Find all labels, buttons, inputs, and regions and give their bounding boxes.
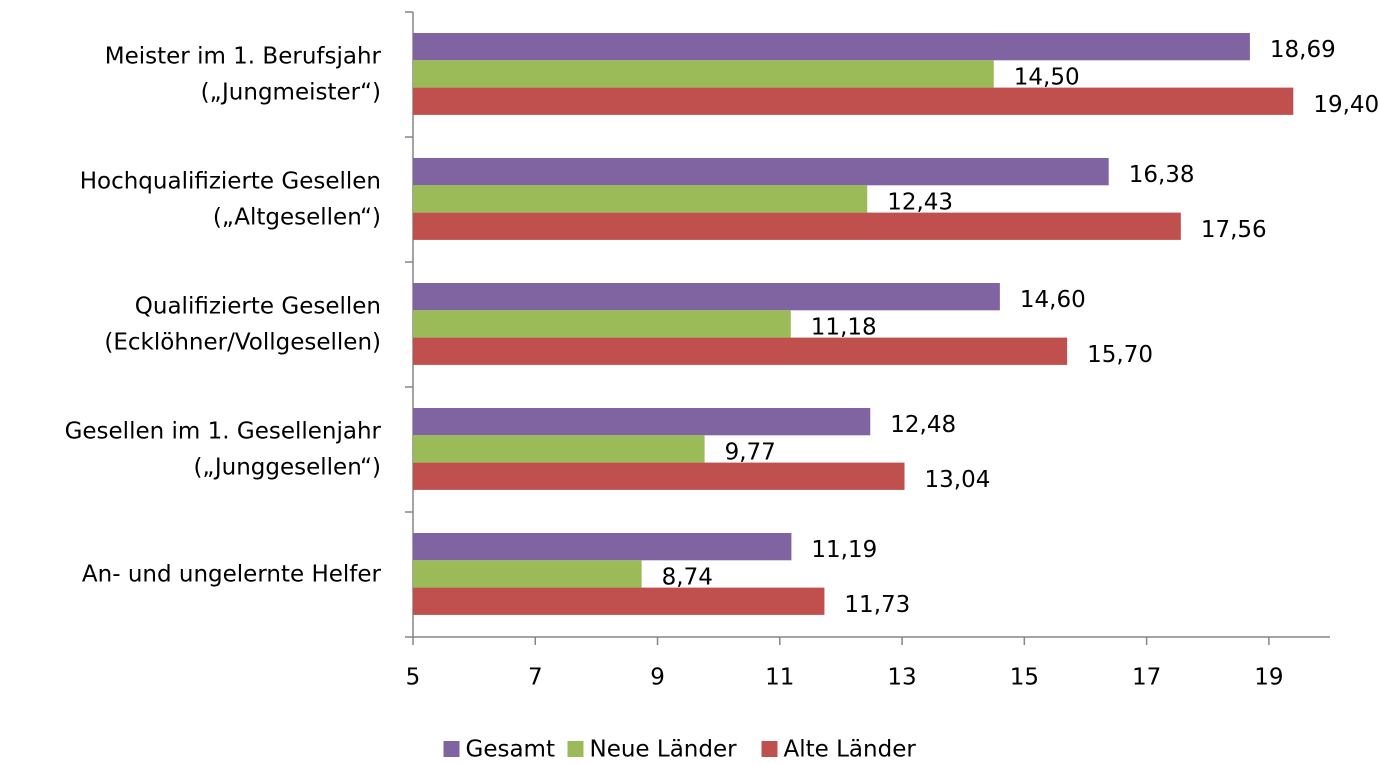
bar [413, 33, 1250, 61]
category-label: Meister im 1. Berufsjahr („Jungmeister“) [105, 43, 382, 105]
legend-label: Neue Länder [590, 737, 738, 763]
bar [413, 408, 871, 436]
bar [413, 185, 868, 213]
value-label: 19,40 [1313, 92, 1379, 118]
bar [413, 533, 792, 561]
category-label-line: (Ecklöhner/Vollgesellen) [104, 329, 381, 355]
category-label-line: Meister im 1. Berufsjahr [105, 43, 382, 69]
value-label: 14,50 [1014, 64, 1080, 90]
value-label: 11,19 [811, 537, 877, 563]
category-label: Qualifizierte Gesellen (Ecklöhner/Vollges… [104, 293, 381, 355]
category-label: Gesellen im 1. Gesellenjahr („Junggeselle… [65, 418, 382, 480]
bar [413, 587, 825, 615]
x-tick-label: 15 [1010, 665, 1039, 691]
x-tick-label: 11 [765, 665, 794, 691]
x-tick-label: 19 [1254, 665, 1283, 691]
value-label: 12,48 [890, 412, 956, 438]
value-label: 11,18 [811, 314, 877, 340]
x-tick-label: 13 [887, 665, 916, 691]
bar [413, 283, 1000, 311]
bar [413, 337, 1068, 365]
bar [413, 560, 642, 588]
bar [413, 87, 1294, 115]
value-label: 14,60 [1020, 287, 1086, 313]
x-tick-label: 9 [650, 665, 665, 691]
category-label-line: („Altgesellen“) [213, 204, 381, 230]
x-tick-label: 7 [528, 665, 543, 691]
bar [413, 158, 1109, 186]
value-label: 17,56 [1201, 217, 1267, 243]
category-label: An- und ungelernte Helfer [82, 561, 382, 587]
category-label-line: („Junggesellen“) [193, 454, 381, 480]
legend-label: Alte Länder [784, 737, 917, 763]
value-label: 12,43 [887, 189, 953, 215]
bar [413, 212, 1181, 240]
value-label: 13,04 [925, 467, 991, 493]
category-label-line: („Jungmeister“) [201, 79, 381, 105]
category-label-line: Gesellen im 1. Gesellenjahr [65, 418, 382, 444]
value-label: 11,73 [844, 592, 910, 618]
x-tick-label: 5 [406, 665, 421, 691]
value-label: 8,74 [662, 564, 713, 590]
bar [413, 462, 905, 490]
bar [413, 60, 994, 88]
value-label: 15,70 [1087, 342, 1153, 368]
bar [413, 435, 705, 463]
value-label: 9,77 [725, 439, 776, 465]
category-label-line: Qualifizierte Gesellen [135, 293, 381, 319]
legend-label: Gesamt [466, 737, 555, 763]
legend-swatch [443, 741, 460, 757]
category-label-line: An- und ungelernte Helfer [82, 561, 382, 587]
bar [413, 310, 791, 338]
x-tick-label: 17 [1132, 665, 1161, 691]
category-label-line: Hochqualifizierte Gesellen [80, 168, 381, 194]
value-label: 16,38 [1129, 162, 1195, 188]
legend-swatch [761, 741, 778, 757]
legend-swatch [567, 741, 584, 757]
value-label: 18,69 [1270, 37, 1336, 63]
category-label: Hochqualifizierte Gesellen („Altgesellen“… [80, 168, 381, 230]
